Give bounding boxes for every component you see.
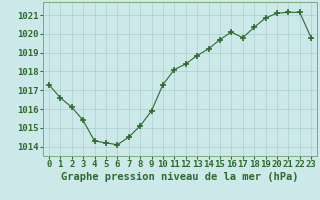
X-axis label: Graphe pression niveau de la mer (hPa): Graphe pression niveau de la mer (hPa) <box>61 172 299 182</box>
